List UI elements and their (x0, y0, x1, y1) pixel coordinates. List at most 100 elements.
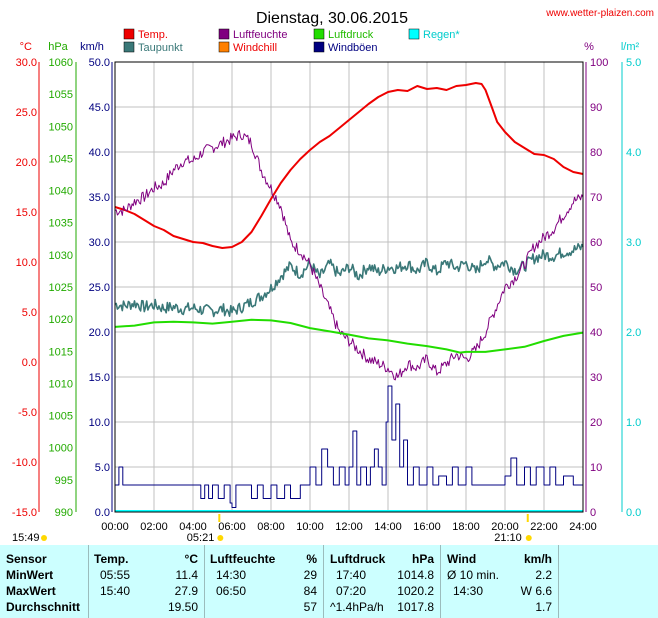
table-header-row: Sensor Temp. °C Luftfeuchte % Luftdruck … (0, 550, 658, 568)
time-tick-label: 02:00 (140, 521, 168, 533)
time-tick-label: 16:00 (413, 521, 441, 533)
pressure-value: 1014.8 (397, 568, 434, 582)
header-wind: Wind (447, 552, 477, 566)
humidity-tick-label: 80 (590, 147, 602, 159)
temp-tick-label: 10.0 (16, 257, 37, 269)
pressure-axis-unit: hPa (48, 41, 68, 53)
humidity-tick-label: 20 (590, 417, 602, 429)
rain-tick-label: 4.0 (626, 147, 641, 159)
sun-markers: 05:21 21:10 15:49 (12, 514, 532, 544)
pressure-tick-label: 1030 (49, 250, 73, 262)
moon-label: 15:49 (12, 532, 40, 544)
header-humidity: Luftfeuchte (210, 552, 276, 566)
row-label: MaxWert (6, 584, 56, 598)
pressure-tick-label: 1060 (49, 57, 73, 69)
legend-swatch (313, 41, 325, 53)
wind-tick-label: 10.0 (89, 417, 110, 429)
sunset-icon (525, 535, 532, 541)
wind-time: Ø 10 min. (447, 568, 500, 582)
table-divider (323, 545, 324, 618)
pressure-tick-label: 1050 (49, 121, 73, 133)
wind-time: 14:30 (453, 584, 484, 598)
temp-value: 27.9 (174, 584, 198, 598)
series-line-luftfeuchte (114, 130, 584, 381)
wind-tick-label: 0.0 (95, 507, 110, 519)
humidity-tick-label: 90 (590, 102, 602, 114)
temp-tick-label: 30.0 (16, 57, 37, 69)
temp-tick-label: 5.0 (22, 307, 37, 319)
pressure-trend: ^1.4hPa/h (330, 600, 384, 614)
pressure-tick-label: 1010 (49, 378, 73, 390)
rain-tick-label: 2.0 (626, 327, 641, 339)
table-row: Durchschnitt 19.50 57 ^1.4hPa/h 1017.8 1… (0, 598, 658, 616)
temp-tick-label: -15.0 (12, 507, 37, 519)
legend-swatch (218, 41, 230, 53)
rain-tick-label: 0.0 (626, 507, 641, 519)
header-pressure-unit: hPa (411, 552, 434, 566)
table-row: MinWert 05:55 11.4 14:30 29 17:40 1014.8… (0, 566, 658, 584)
humidity-tick-label: 40 (590, 327, 602, 339)
temp-tick-label: 0.0 (22, 357, 37, 369)
wind-tick-label: 30.0 (89, 237, 110, 249)
wind-tick-label: 5.0 (95, 462, 110, 474)
statistics-table: Sensor Temp. °C Luftfeuchte % Luftdruck … (0, 545, 658, 618)
wind-value: 1.7 (535, 600, 552, 614)
pressure-tick-label: 1015 (49, 346, 73, 358)
humidity-tick-label: 30 (590, 372, 602, 384)
header-wind-unit: km/h (523, 552, 552, 566)
humidity-time: 06:50 (216, 584, 247, 598)
humidity-value: 84 (303, 584, 317, 598)
temp-axis-unit: °C (20, 41, 32, 53)
series-line-taupunkt (114, 243, 584, 318)
time-tick-label: 20:00 (491, 521, 519, 533)
humidity-tick-label: 50 (590, 282, 602, 294)
wind-value: 2.2 (535, 568, 552, 582)
humidity-tick-label: 10 (590, 462, 602, 474)
temp-tick-label: -5.0 (18, 407, 37, 419)
row-label: Durchschnitt (6, 600, 81, 614)
pressure-tick-label: 1045 (49, 153, 73, 165)
time-tick-label: 00:00 (101, 521, 129, 533)
pressure-tick-label: 1055 (49, 89, 73, 101)
temp-tick-label: 20.0 (16, 157, 37, 169)
series-line-windben (115, 385, 583, 508)
legend-swatch (313, 28, 325, 40)
wind-tick-label: 15.0 (89, 372, 110, 384)
legend-label: Regen* (423, 29, 460, 41)
humidity-value: 29 (303, 568, 317, 582)
pressure-tick-label: 1040 (49, 186, 73, 198)
header-temp: Temp. (94, 552, 129, 566)
pressure-tick-label: 1000 (49, 443, 73, 455)
wind-value: W 6.6 (520, 584, 552, 598)
pressure-value: 1017.8 (397, 600, 434, 614)
wind-tick-label: 45.0 (89, 102, 110, 114)
wind-tick-label: 20.0 (89, 327, 110, 339)
grid (114, 61, 584, 513)
humidity-tick-label: 70 (590, 192, 602, 204)
pressure-tick-label: 995 (55, 475, 73, 487)
time-tick-label: 12:00 (335, 521, 363, 533)
time-tick-label: 04:00 (179, 521, 207, 533)
temp-value: 19.50 (167, 600, 198, 614)
wind-axis-unit: km/h (80, 41, 104, 53)
temp-time: 05:55 (100, 568, 131, 582)
humidity-value: 57 (303, 600, 317, 614)
time-tick-label: 06:00 (218, 521, 246, 533)
humidity-tick-label: 60 (590, 237, 602, 249)
legend-label: Temp. (138, 29, 168, 41)
pressure-tick-label: 1020 (49, 314, 73, 326)
plot-border (114, 61, 584, 513)
sunset-label: 21:10 (494, 532, 522, 544)
header-pressure: Luftdruck (330, 552, 386, 566)
header-temp-unit: °C (184, 552, 198, 566)
legend-swatch (408, 28, 420, 40)
pressure-tick-label: 990 (55, 507, 73, 519)
pressure-time: 07:20 (336, 584, 367, 598)
time-tick-label: 18:00 (452, 521, 480, 533)
table-divider (204, 545, 205, 618)
legend-swatch (123, 41, 135, 53)
series-line-luftdruck (114, 318, 584, 354)
time-tick-label: 10:00 (296, 521, 324, 533)
header-sensor: Sensor (6, 552, 47, 566)
legend-label: Windchill (233, 42, 277, 54)
